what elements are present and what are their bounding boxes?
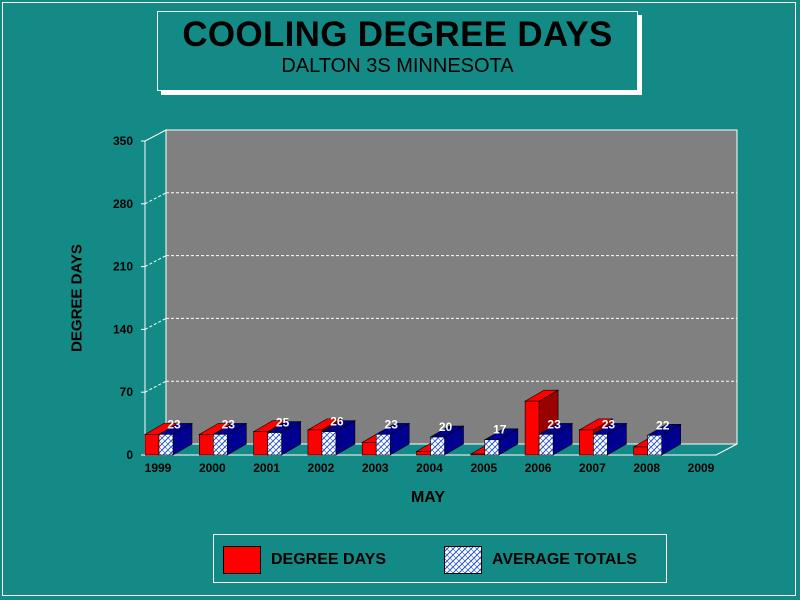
data-label: 25 xyxy=(276,416,290,430)
y-tick-label: 350 xyxy=(113,134,133,148)
bar-average-totals xyxy=(266,421,302,456)
bar-average-totals xyxy=(429,425,465,456)
x-tick-label: 2007 xyxy=(579,461,606,475)
legend-swatch-degree-days xyxy=(223,546,261,574)
data-label: 23 xyxy=(385,417,399,431)
x-tick-label: 2004 xyxy=(416,461,443,475)
data-label: 23 xyxy=(167,417,181,431)
y-axis-label: DEGREE DAYS xyxy=(68,244,86,352)
x-axis-label: MAY xyxy=(410,489,446,506)
x-tick-label: 2002 xyxy=(308,461,335,475)
data-label: 23 xyxy=(547,417,561,431)
data-label: 23 xyxy=(222,417,236,431)
legend-label: DEGREE DAYS xyxy=(271,551,386,568)
legend-label: AVERAGE TOTALS xyxy=(492,551,637,568)
x-tick-label: 2003 xyxy=(362,461,389,475)
y-tick-label: 140 xyxy=(113,322,133,336)
chart-title: COOLING DEGREE DAYS xyxy=(182,15,613,54)
bar-average-totals xyxy=(212,422,248,456)
data-label: 17 xyxy=(493,423,507,437)
legend: DEGREE DAYS AVERAGE TOTALS xyxy=(213,534,667,583)
data-label: 20 xyxy=(439,420,453,434)
bar-average-totals xyxy=(157,422,194,456)
plot-side-wall xyxy=(144,129,167,456)
bar-average-totals xyxy=(646,423,682,456)
x-tick-label: 2008 xyxy=(633,461,660,475)
chart-subtitle: DALTON 3S MINNESOTA xyxy=(281,55,514,77)
x-tick-label: 2006 xyxy=(525,461,552,475)
x-tick-label: 1999 xyxy=(145,461,172,475)
legend-item-average-totals: AVERAGE TOTALS xyxy=(444,545,637,575)
grid-line xyxy=(144,192,167,205)
x-tick-label: 2005 xyxy=(470,461,497,475)
data-label: 23 xyxy=(602,417,616,431)
bar-average-totals xyxy=(375,422,411,456)
legend-swatch-average-totals xyxy=(444,546,482,574)
plot-back-wall xyxy=(165,129,738,445)
x-tick-label: 2000 xyxy=(199,461,226,475)
bar-average-totals xyxy=(592,422,628,456)
legend-item-degree-days: DEGREE DAYS xyxy=(223,545,386,575)
bar-average-totals xyxy=(537,422,574,456)
title-box: COOLING DEGREE DAYS DALTON 3S MINNESOTA xyxy=(157,11,638,91)
bar-average-totals xyxy=(483,428,519,456)
y-tick-label: 70 xyxy=(120,385,134,399)
y-tick-label: 280 xyxy=(113,197,133,211)
data-label: 22 xyxy=(656,418,670,432)
grid-line xyxy=(144,317,167,330)
grid-line xyxy=(144,255,167,268)
bar-average-totals xyxy=(320,420,357,456)
x-tick-label: 2001 xyxy=(253,461,280,475)
grid-line xyxy=(144,380,167,393)
data-label: 26 xyxy=(330,415,344,429)
y-tick-label: 0 xyxy=(126,448,133,462)
x-tick-label: 2009 xyxy=(688,461,715,475)
y-tick-label: 210 xyxy=(113,260,133,274)
